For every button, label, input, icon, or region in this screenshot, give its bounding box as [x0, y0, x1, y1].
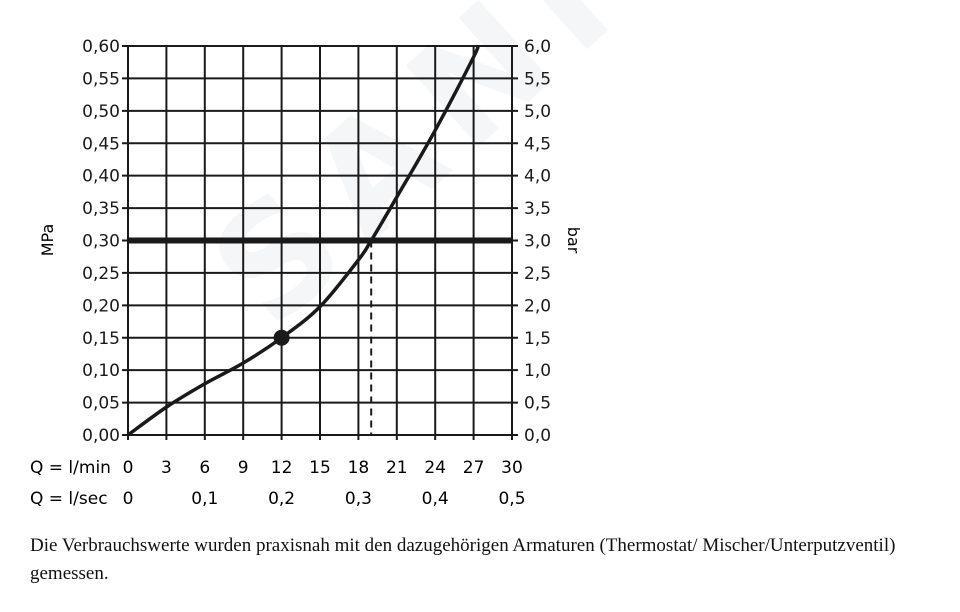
- y-tick-label-right: 4,5: [524, 134, 551, 154]
- x-tick-label: 0: [123, 489, 134, 509]
- y-tick-label-right: 4,0: [524, 167, 551, 187]
- x-tick-label: 18: [348, 458, 370, 478]
- y-tick-label-right: 0,5: [524, 394, 551, 414]
- y-tick-label-right: 3,5: [524, 199, 551, 219]
- y-tick-label-left: 0,20: [82, 296, 120, 316]
- x-tick-label: 15: [309, 458, 331, 478]
- y-tick-label-right: 5,5: [524, 69, 551, 89]
- y-tick-label-left: 0,10: [82, 361, 120, 381]
- x-tick-label: 0,5: [498, 489, 525, 509]
- y-tick-label-left: 0,45: [82, 134, 120, 154]
- x-tick-label: 30: [501, 458, 523, 478]
- x-axis-row-label: Q = l/min: [30, 458, 111, 478]
- y-tick-label-left: 0,30: [82, 232, 120, 252]
- y-tick-label-left: 0,05: [82, 394, 120, 414]
- y-tick-label-left: 0,15: [82, 329, 120, 349]
- x-tick-label: 27: [463, 458, 485, 478]
- x-tick-label: 0,1: [191, 489, 218, 509]
- x-tick-label: 0: [123, 458, 134, 478]
- x-tick-label: 0,2: [268, 489, 295, 509]
- x-tick-label: 9: [238, 458, 249, 478]
- pressure-flow-chart: 0,00 0,00,05 0,50,10 1,00,15 1,50,20 2,00,25 2…: [30, 37, 583, 509]
- y-tick-label-right: 3,0: [524, 232, 551, 252]
- x-tick-label: 12: [271, 458, 293, 478]
- x-tick-label: 0,3: [345, 489, 372, 509]
- x-tick-label: 6: [199, 458, 210, 478]
- y-tick-label-right: 2,5: [524, 264, 551, 284]
- y-tick-label-left: 0,50: [82, 102, 120, 122]
- x-axis-row-label: Q = l/sec: [30, 489, 108, 509]
- y-tick-label-right: 5,0: [524, 102, 551, 122]
- y-tick-label-right: 1,5: [524, 329, 551, 349]
- x-tick-label: 0,4: [422, 489, 449, 509]
- y-tick-label-left: 0,55: [82, 69, 120, 89]
- y-tick-label-right: 2,0: [524, 296, 551, 316]
- y-tick-label-left: 0,00: [82, 426, 120, 446]
- y-tick-label-left: 0,25: [82, 264, 120, 284]
- marker-point: [273, 329, 290, 346]
- series-line: [126, 44, 480, 437]
- y-tick-label-left: 0,40: [82, 167, 120, 187]
- y-axis-label-left: MPa: [38, 224, 57, 257]
- y-tick-label-right: 6,0: [524, 37, 551, 57]
- x-tick-label: 24: [424, 458, 446, 478]
- y-tick-label-right: 0,0: [524, 426, 551, 446]
- x-tick-label: 3: [161, 458, 172, 478]
- caption: Die Verbrauchswerte wurden praxisnah mit…: [30, 535, 896, 584]
- y-tick-label-left: 0,35: [82, 199, 120, 219]
- y-axis-label-right: bar: [564, 227, 583, 254]
- x-tick-label: 21: [386, 458, 408, 478]
- y-tick-label-left: 0,60: [82, 37, 120, 57]
- y-tick-label-right: 1,0: [524, 361, 551, 381]
